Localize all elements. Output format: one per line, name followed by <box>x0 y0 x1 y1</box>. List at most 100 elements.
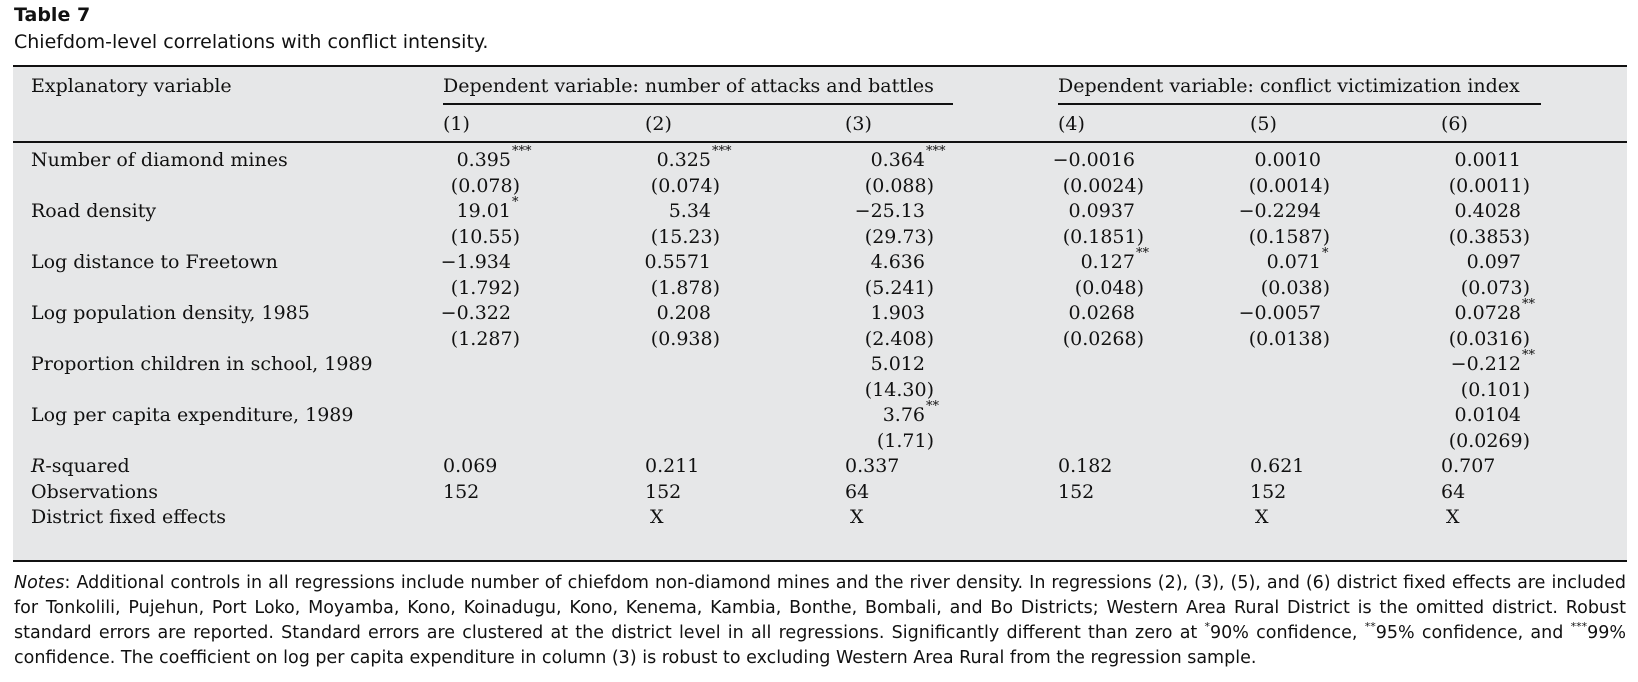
standard-error-cell: (29.73) <box>864 225 934 248</box>
coefficient-cell: −25.13 <box>725 200 925 222</box>
significance-stars: *** <box>926 144 946 159</box>
row-label: Road density <box>31 200 157 222</box>
coefficient-value: 0.325 <box>656 149 711 171</box>
table-notes: Notes: Additional controls in all regres… <box>14 571 1626 671</box>
standard-error-cell: (0.078) <box>450 174 520 197</box>
coefficient-value: 0.5571 <box>644 251 711 273</box>
coefficient-cell: 0.325 *** <box>511 144 732 171</box>
coefficient-value: −25.13 <box>854 200 925 222</box>
column-number: (1) <box>443 113 470 135</box>
coefficient-cell: −0.2294 <box>1121 200 1321 222</box>
rsquared-cell: 0.211 <box>645 455 700 477</box>
row-label: Log population density, 1985 <box>31 302 310 324</box>
rsquared-cell: 0.182 <box>1058 455 1113 477</box>
table-title: Table 7 <box>14 4 91 26</box>
column-number: (2) <box>645 113 672 135</box>
observations-cell: 152 <box>645 480 682 503</box>
standard-error-cell: (2.408) <box>864 327 934 350</box>
standard-error-cell: (0.088) <box>864 174 934 197</box>
fixed-effects-label: District fixed effects <box>31 506 227 528</box>
standard-error-cell: (0.038) <box>1260 276 1330 299</box>
coefficient-value: 0.208 <box>656 302 711 324</box>
table-subtitle: Chiefdom-level correlations with conflic… <box>14 31 489 53</box>
coefficient-value: 0.0104 <box>1454 404 1521 426</box>
regression-table: Explanatory variable Dependent variable:… <box>13 65 1627 562</box>
coefficient-value: 5.012 <box>870 353 925 375</box>
coefficient-cell: 5.34 <box>511 200 711 222</box>
coefficient-cell: 0.0937 <box>935 200 1135 222</box>
coefficient-value: 0.0010 <box>1254 149 1321 171</box>
coefficient-cell: 19.01 * <box>311 195 519 222</box>
standard-error-cell: (0.0268) <box>1062 327 1144 350</box>
observations-cell: 152 <box>1250 480 1287 503</box>
row-label: Proportion children in school, 1989 <box>31 353 373 375</box>
standard-error-cell: (0.0269) <box>1448 429 1530 452</box>
standard-error-cell: (0.074) <box>650 174 720 197</box>
coefficient-cell: 0.0011 <box>1321 149 1521 171</box>
standard-error-cell: (1.878) <box>650 276 720 299</box>
significance-stars: ** <box>926 399 939 414</box>
standard-error-cell: (10.55) <box>450 225 520 248</box>
rsquared-cell: 0.621 <box>1250 455 1305 477</box>
column-number: (6) <box>1441 113 1468 135</box>
header-group-attacks-battles: Dependent variable: number of attacks an… <box>443 75 934 97</box>
notes-star-3: *** <box>1570 620 1588 633</box>
coefficient-cell: −0.212 ** <box>1321 348 1535 375</box>
standard-error-cell: (1.287) <box>450 327 520 350</box>
column-number: (3) <box>845 113 872 135</box>
standard-error-cell: (0.0011) <box>1448 174 1530 197</box>
coefficient-cell: 0.127 ** <box>935 246 1149 273</box>
column-number: (4) <box>1058 113 1085 135</box>
rsquared-cell: 0.337 <box>845 455 900 477</box>
standard-error-cell: (5.241) <box>864 276 934 299</box>
notes-text-4: 99% confidence. The coefficient on log p… <box>14 623 1626 668</box>
standard-error-cell: (1.792) <box>450 276 520 299</box>
coefficient-value: −0.2294 <box>1238 200 1321 222</box>
coefficient-cell: −0.322 <box>311 302 511 324</box>
coefficient-value: 0.0268 <box>1068 302 1135 324</box>
coefficient-cell: 0.364 *** <box>725 144 946 171</box>
coefficient-cell: 3.76 ** <box>725 399 939 426</box>
standard-error-cell: (0.101) <box>1460 378 1530 401</box>
coefficient-value: 1.903 <box>870 302 925 324</box>
coefficient-value: 19.01 <box>456 200 511 222</box>
coefficient-value: −0.322 <box>440 302 511 324</box>
coefficient-value: 0.0728 <box>1454 302 1521 324</box>
standard-error-cell: (0.1851) <box>1062 225 1144 248</box>
significance-stars: * <box>512 195 519 210</box>
notes-text-2: 90% confidence, <box>1210 623 1365 643</box>
observations-cell: 152 <box>1058 480 1095 503</box>
significance-stars: ** <box>1136 246 1149 261</box>
coefficient-cell: 4.636 <box>725 251 925 273</box>
coefficient-value: 0.4028 <box>1454 200 1521 222</box>
notes-lead: Notes <box>14 573 65 593</box>
coefficient-value: 0.127 <box>1080 251 1135 273</box>
coefficient-cell: 0.395 *** <box>311 144 532 171</box>
coefficient-cell: 0.0268 <box>935 302 1135 324</box>
significance-stars: * <box>1322 246 1329 261</box>
observations-cell: 152 <box>443 480 480 503</box>
group1-underline <box>443 103 953 105</box>
coefficient-value: −0.212 <box>1450 353 1521 375</box>
standard-error-cell: (0.0024) <box>1062 174 1144 197</box>
header-group-victimization: Dependent variable: conflict victimizati… <box>1058 75 1520 97</box>
standard-error-cell: (0.0014) <box>1248 174 1330 197</box>
observations-cell: 64 <box>845 480 870 503</box>
rsquared-label-rest: -squared <box>45 455 130 477</box>
standard-error-cell: (0.0138) <box>1248 327 1330 350</box>
coefficient-cell: 0.071 * <box>1121 246 1329 273</box>
observations-cell: 64 <box>1441 480 1466 503</box>
row-label: Log distance to Freetown <box>31 251 278 273</box>
coefficient-value: 5.34 <box>668 200 711 222</box>
standard-error-cell: (0.073) <box>1460 276 1530 299</box>
row-label: Number of diamond mines <box>31 149 288 171</box>
standard-error-cell: (14.30) <box>864 378 934 401</box>
standard-error-cell: (0.0316) <box>1448 327 1530 350</box>
rsquared-cell: 0.707 <box>1441 455 1496 477</box>
standard-error-cell: (0.938) <box>650 327 720 350</box>
notes-star-1: * <box>1204 620 1211 633</box>
coefficient-value: −0.0057 <box>1238 302 1321 324</box>
rsquared-label-r: R <box>31 455 46 477</box>
coefficient-value: 0.0937 <box>1068 200 1135 222</box>
header-rule <box>13 141 1627 143</box>
